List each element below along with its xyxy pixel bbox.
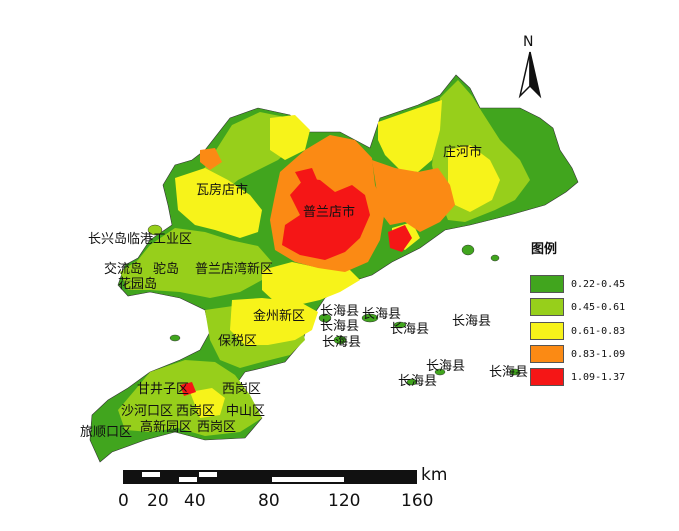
legend-title: 图例 [531, 242, 558, 257]
place-label-shahekou: 沙河口区 [121, 404, 174, 419]
island [333, 335, 347, 345]
legend-label: 1.09-1.37 [571, 372, 626, 383]
scale-tick-label: 80 [258, 491, 280, 511]
zone-red-south [180, 382, 196, 396]
island [509, 368, 521, 376]
place-label-changxingdao: 长兴岛临港工业区 [88, 232, 193, 247]
place-label-xigang-lower: 西岗区 [197, 420, 237, 435]
zone-red-north [295, 168, 318, 190]
place-label-baoshui: 保税区 [218, 334, 258, 349]
place-label-changhai-3: 长海县 [320, 319, 360, 334]
zone-red-center [282, 178, 370, 260]
place-label-changhai-8: 长海县 [489, 365, 529, 380]
legend-label: 0.83-1.09 [571, 349, 626, 360]
zone-yellow-northwest [175, 168, 262, 238]
place-label-wafangdian: 瓦房店市 [196, 183, 249, 198]
island [318, 313, 332, 323]
place-label-changhai-1: 长海县 [320, 304, 360, 319]
island [461, 244, 475, 256]
place-label-gaoxin: 高新园区 [140, 420, 193, 435]
island [361, 313, 379, 323]
place-label-xigang-upper: 西岗区 [222, 382, 262, 397]
legend-swatch [530, 368, 564, 386]
scale-unit: km [421, 465, 448, 485]
zone-yellow-jinzhou [230, 298, 318, 345]
scale-tick-label: 0 [118, 491, 129, 511]
place-label-changhai-6: 长海县 [322, 335, 362, 350]
place-label-tuodao: 驼岛 [153, 262, 180, 277]
scale-tick-label: 20 [147, 491, 169, 511]
place-label-pulandian: 普兰店市 [303, 205, 356, 220]
island [147, 224, 163, 236]
island [490, 254, 500, 262]
zone-orange-east [372, 160, 455, 232]
place-label-jiaoliudao: 交流岛 [104, 262, 144, 277]
legend-label: 0.22-0.45 [571, 279, 626, 290]
zone-yellow-northeast [378, 100, 442, 172]
place-label-lvshunkou: 旅顺口区 [80, 425, 133, 440]
island [393, 321, 407, 329]
scale-tick-label: 160 [401, 491, 434, 511]
zone-orange-nw [200, 148, 222, 170]
place-label-changhai-5: 长海县 [452, 314, 492, 329]
island [123, 280, 137, 290]
place-label-changhai-7: 长海县 [426, 359, 466, 374]
place-label-zhuanghe: 庄河市 [443, 145, 483, 160]
island [406, 378, 418, 386]
zone-red-east [388, 225, 412, 252]
zone-light-green-west [120, 228, 272, 298]
zone-yellow-east [448, 145, 500, 212]
zone-yellow-center [262, 262, 360, 305]
island [434, 368, 446, 376]
legend-swatch [530, 322, 564, 340]
zone-light-green-tip [118, 360, 262, 436]
legend-label: 0.61-0.83 [571, 326, 626, 337]
place-label-huayuandao: 花园岛 [118, 277, 158, 292]
scale-tick-label: 120 [328, 491, 361, 511]
zone-yellow-south [190, 388, 225, 418]
place-label-jinzhou: 金州新区 [253, 309, 306, 324]
place-label-changhai-2: 长海县 [362, 307, 402, 322]
zone-yellow-north [270, 115, 310, 160]
legend-swatch [530, 275, 564, 293]
place-label-zhongshan: 中山区 [226, 404, 266, 419]
scale-bar [123, 470, 417, 484]
place-label-ganjingzi: 甘井子区 [137, 382, 190, 397]
legend-label: 0.45-0.61 [571, 302, 626, 313]
place-label-xigang: 西岗区 [176, 404, 216, 419]
place-label-pulandianwan: 普兰店湾新区 [195, 262, 274, 277]
island [169, 334, 181, 342]
legend-swatch [530, 345, 564, 363]
place-label-changhai-4: 长海县 [390, 322, 430, 337]
north-label: N [523, 34, 534, 50]
place-label-changhai-9: 长海县 [398, 374, 438, 389]
north-arrow-icon [518, 51, 542, 99]
scale-tick-label: 40 [184, 491, 206, 511]
legend-swatch [530, 298, 564, 316]
